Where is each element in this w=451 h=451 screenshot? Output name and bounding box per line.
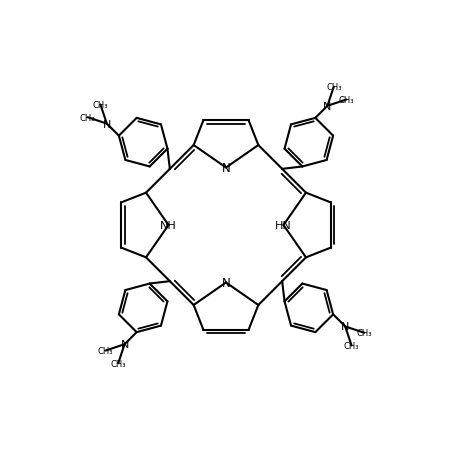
Text: CH₃: CH₃ [338,96,354,105]
Text: NH: NH [160,221,176,230]
Text: N: N [221,276,230,290]
Text: N: N [322,101,331,111]
Text: N: N [340,322,349,331]
Text: CH₃: CH₃ [110,359,126,368]
Text: CH₃: CH₃ [97,346,113,355]
Text: CH₃: CH₃ [343,341,359,350]
Text: CH₃: CH₃ [80,114,95,123]
Text: HN: HN [275,221,291,230]
Text: CH₃: CH₃ [92,101,108,110]
Text: CH₃: CH₃ [325,83,341,92]
Text: N: N [120,340,129,350]
Text: N: N [221,161,230,175]
Text: CH₃: CH₃ [356,328,371,337]
Text: N: N [102,120,111,129]
